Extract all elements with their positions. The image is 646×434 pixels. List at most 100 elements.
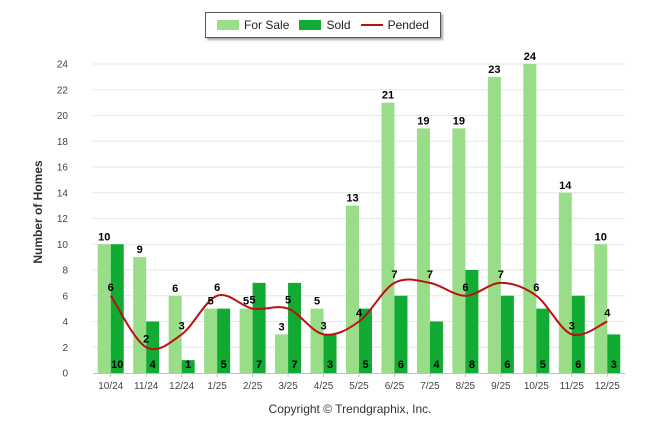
bar-for-sale [594,244,608,373]
legend-label-sold: Sold [326,18,351,32]
data-label-for-sale: 5 [314,296,320,308]
data-label-pended: 2 [143,333,149,345]
legend-swatch-for-sale [217,20,240,30]
data-label-for-sale: 24 [524,51,537,63]
data-label-for-sale: 13 [346,193,358,205]
legend-item-pended[interactable]: Pended [360,18,429,32]
data-label-for-sale: 23 [488,64,500,76]
y-tick-label: 20 [57,111,69,122]
data-label-sold: 7 [256,359,262,371]
bar-for-sale [168,295,182,373]
bar-for-sale [416,128,430,373]
data-label-sold: 5 [540,359,546,371]
data-label-for-sale: 10 [98,231,110,243]
legend-label-for-sale: For Sale [244,18,290,32]
y-tick-label: 14 [57,188,69,199]
bar-sold [429,321,443,373]
data-label-sold: 5 [362,359,368,371]
data-label-for-sale: 9 [137,244,143,256]
y-tick-label: 6 [62,291,68,302]
bar-sold [323,334,337,373]
legend-swatch-sold [299,20,322,30]
data-label-pended: 3 [320,320,326,332]
data-label-pended: 4 [604,308,611,320]
data-label-for-sale: 5 [243,296,249,308]
y-tick-label: 12 [57,214,69,225]
data-label-pended: 3 [569,320,575,332]
x-tick-label: 11/24 [134,381,159,392]
y-tick-label: 24 [57,60,69,71]
bar-for-sale [204,308,218,373]
data-label-sold: 6 [575,359,581,371]
data-label-for-sale: 5 [208,296,214,308]
bar-for-sale [239,308,253,373]
data-label-sold: 4 [150,359,157,371]
bar-for-sale [310,308,324,373]
data-label-for-sale: 21 [382,90,394,102]
bar-sold [288,282,302,373]
data-label-for-sale: 6 [172,283,178,295]
data-label-sold: 1 [185,359,191,371]
copyright-text: Copyright © Trendgraphix, Inc. [268,402,432,416]
data-label-pended: 5 [250,295,256,307]
bar-for-sale [133,257,147,373]
bar-for-sale [381,102,395,373]
x-tick-label: 7/25 [420,381,440,392]
x-tick-label: 8/25 [456,381,476,392]
data-label-for-sale: 19 [453,115,465,127]
legend-item-for-sale[interactable]: For Sale [217,18,289,32]
data-label-pended: 6 [214,282,220,294]
data-label-pended: 7 [391,269,397,281]
pended-line [109,278,608,351]
x-tick-label: 4/25 [314,381,334,392]
pended-line-path [109,278,608,351]
data-label-pended: 5 [285,295,291,307]
data-label-for-sale: 19 [417,115,429,127]
y-tick-label: 2 [62,343,68,354]
legend-swatch-pended [360,24,383,26]
bar-for-sale [487,76,501,373]
bar-for-sale [558,192,572,373]
data-label-sold: 7 [292,359,298,371]
x-tick-label: 5/25 [349,381,369,392]
bar-sold [607,334,621,373]
y-tick-label: 10 [57,240,69,251]
data-label-for-sale: 3 [279,321,285,333]
data-label-sold: 6 [398,359,404,371]
bar-sold [181,360,195,373]
x-tick-label: 10/24 [98,381,123,392]
y-tick-label: 16 [57,163,69,174]
x-tick-label: 2/25 [243,381,263,392]
x-tick-label: 9/25 [491,381,511,392]
bar-for-sale [97,244,111,373]
legend-item-sold[interactable]: Sold [299,18,351,32]
y-tick-label: 8 [62,266,68,277]
data-label-sold: 3 [611,359,617,371]
legend: For Sale Sold Pended [205,12,441,38]
bar-for-sale [452,128,466,373]
data-label-sold: 3 [327,359,333,371]
bar-for-sale [275,334,289,373]
x-tick-label: 12/25 [595,381,620,392]
data-label-pended: 4 [356,308,363,320]
y-axis-title: Number of Homes [31,160,45,264]
data-label-pended: 7 [427,269,433,281]
bar-sold [359,308,372,373]
bar-sold [536,308,550,373]
legend-label-pended: Pended [387,18,429,32]
bar-sold [252,282,266,373]
x-tick-label: 12/24 [169,381,194,392]
bar-sold [217,308,231,373]
bar-sold [500,295,514,373]
data-label-pended: 6 [462,282,468,294]
bar-for-sale [346,205,359,373]
data-label-pended: 3 [179,320,185,332]
data-label-pended: 6 [108,282,114,294]
data-label-for-sale: 10 [595,231,607,243]
x-tick-label: 10/25 [524,381,549,392]
data-label-sold: 5 [221,359,227,371]
data-label-pended: 6 [533,282,539,294]
